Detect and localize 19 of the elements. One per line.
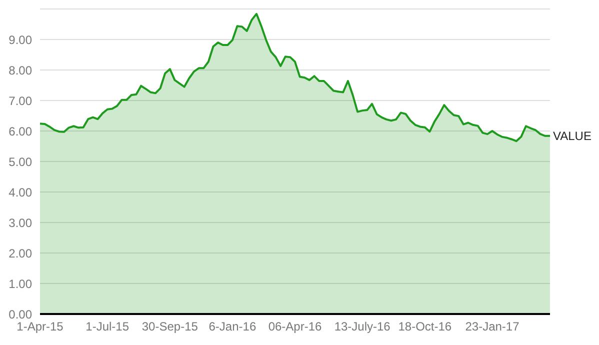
x-tick-label: 13-July-16	[334, 320, 391, 334]
x-tick-label: 18-Oct-16	[398, 320, 452, 334]
x-tick-label: 30-Sep-15	[142, 320, 198, 334]
series-label: VALUE	[553, 128, 592, 143]
y-tick-label: 5.00	[8, 154, 32, 169]
y-tick-label: 1.00	[8, 276, 32, 291]
x-tick-label: 06-Apr-16	[268, 320, 322, 334]
y-tick-label: 0.00	[8, 307, 32, 322]
x-tick-label: 1-Jul-15	[86, 320, 130, 334]
x-tick-label: 1-Apr-15	[16, 320, 64, 334]
x-tick-label: 23-Jan-17	[465, 320, 520, 334]
y-tick-label: 4.00	[8, 185, 32, 200]
y-tick-label: 7.00	[8, 94, 32, 108]
y-tick-label: 6.00	[8, 124, 32, 138]
y-tick-label: 9.00	[8, 32, 32, 47]
x-tick-label: 6-Jan-16	[208, 320, 256, 334]
y-tick-label: 2.00	[8, 246, 32, 260]
y-tick-label: 8.00	[8, 63, 32, 78]
y-tick-label: 3.00	[8, 216, 32, 230]
